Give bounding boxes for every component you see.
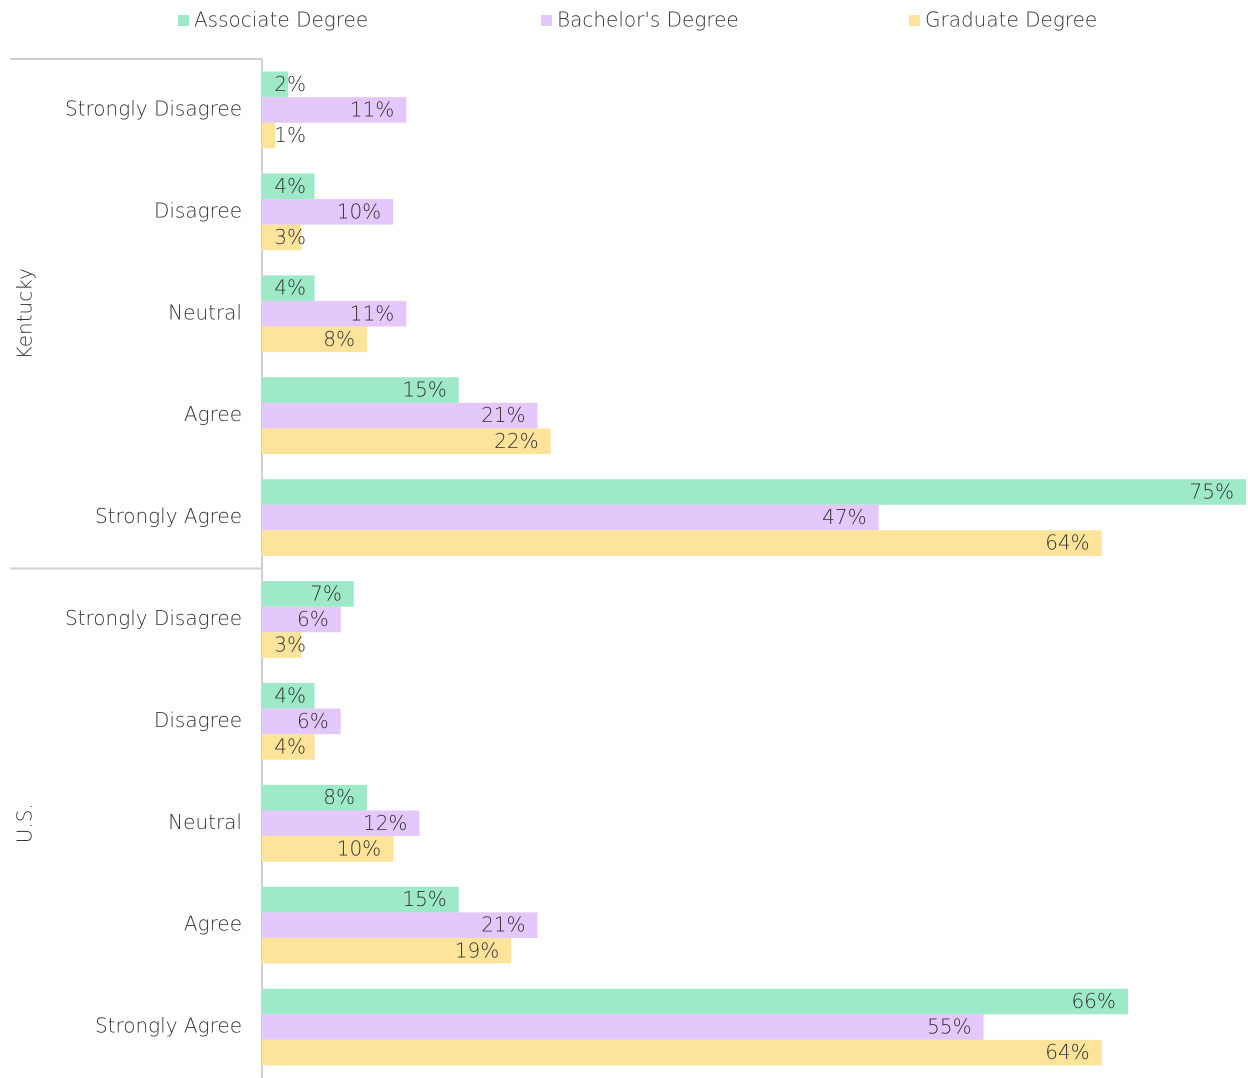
group-label: U.S. (13, 803, 37, 843)
bar (262, 988, 1128, 1015)
bar (262, 810, 420, 837)
value-label: 8% (323, 327, 355, 351)
category-label: Neutral (168, 300, 242, 324)
value-label: 10% (337, 199, 381, 223)
value-label: 10% (337, 836, 381, 860)
bar (262, 377, 459, 403)
category-label: Strongly Disagree (65, 606, 242, 630)
bar (262, 199, 394, 225)
value-label: 64% (1045, 1040, 1089, 1064)
value-label: 19% (455, 938, 499, 962)
bar (262, 937, 512, 964)
value-label: 3% (274, 633, 306, 657)
value-label: 7% (310, 581, 342, 605)
bar (262, 1039, 1102, 1066)
value-label: 1% (274, 123, 306, 147)
bar (262, 632, 302, 658)
category-label: Disagree (154, 708, 242, 732)
bar (262, 886, 459, 913)
value-label: 4% (274, 734, 306, 758)
category-label: Disagree (154, 198, 242, 222)
bar (262, 912, 538, 938)
value-label: 6% (297, 709, 329, 733)
value-label: 11% (350, 97, 394, 121)
bar (262, 606, 341, 633)
category-label: Neutral (168, 810, 242, 834)
bar (262, 682, 315, 709)
category-label: Agree (184, 402, 242, 426)
value-label: 15% (402, 378, 446, 402)
bar (262, 1014, 984, 1040)
bar (262, 428, 551, 455)
bar (262, 97, 407, 123)
bar (262, 122, 276, 149)
bar (262, 530, 1102, 556)
value-label: 22% (494, 429, 538, 453)
bar (262, 581, 354, 607)
bar (262, 402, 538, 429)
bar (262, 708, 341, 735)
value-label: 4% (274, 276, 306, 300)
value-label: 12% (363, 811, 407, 835)
value-label: 47% (822, 505, 866, 529)
bar (262, 173, 315, 200)
bar (262, 275, 315, 301)
legend-swatch (178, 15, 189, 26)
value-label: 66% (1071, 989, 1115, 1013)
value-label: 21% (481, 913, 525, 937)
value-label: 55% (927, 1015, 971, 1039)
legend-swatch (541, 15, 552, 26)
value-label: 64% (1045, 531, 1089, 555)
bar (262, 224, 302, 251)
value-label: 2% (274, 72, 306, 96)
bar (262, 836, 394, 862)
value-label: 75% (1190, 479, 1234, 503)
value-label: 15% (402, 887, 446, 911)
legend-label: Associate Degree (194, 8, 368, 32)
legend-swatch (909, 15, 920, 26)
bar (262, 71, 289, 98)
category-label: Strongly Agree (95, 504, 242, 528)
bar (262, 504, 879, 531)
value-label: 4% (274, 683, 306, 707)
value-label: 21% (481, 403, 525, 427)
bar (262, 300, 407, 327)
value-label: 11% (350, 301, 394, 325)
value-label: 8% (323, 785, 355, 809)
bar (262, 326, 367, 353)
value-label: 4% (274, 174, 306, 198)
bar (262, 734, 315, 760)
category-label: Agree (184, 912, 242, 936)
group-label: Kentucky (13, 268, 37, 359)
value-label: 6% (297, 607, 329, 631)
value-label: 3% (274, 225, 306, 249)
category-label: Strongly Disagree (65, 96, 242, 120)
bar (262, 479, 1246, 505)
bar (262, 784, 367, 811)
legend-label: Graduate Degree (925, 8, 1097, 32)
category-label: Strongly Agree (95, 1014, 242, 1038)
legend-label: Bachelor's Degree (557, 8, 739, 32)
